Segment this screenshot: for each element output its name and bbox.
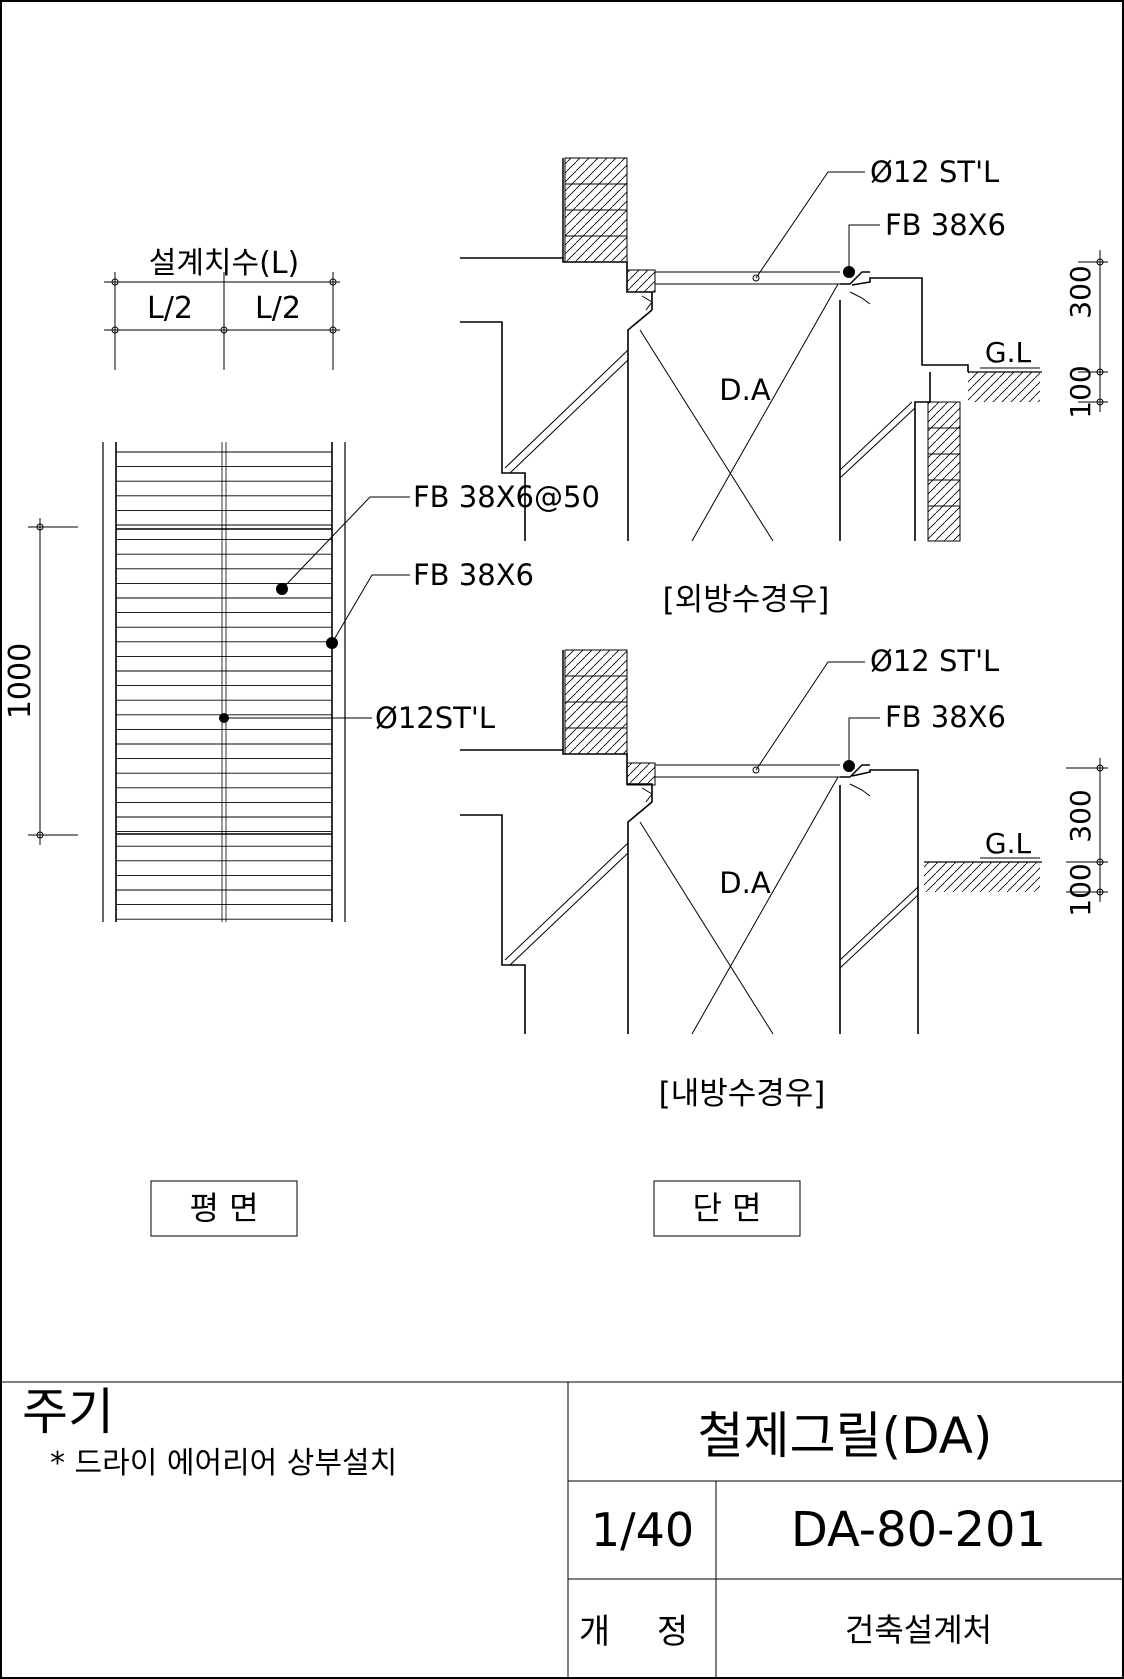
inner-grade-label: G.L [985,827,1032,860]
plan-dimension-title: 설계치수(L) [149,246,300,281]
plan-view: 설계치수(L) L/2 L/2 1000 [3,246,600,1237]
outer-ground-hatch [968,372,1040,402]
plan-frame-callout-dot [326,637,338,649]
outer-frame-callout-dot [843,266,855,278]
plan-half-right-dim: L/2 [255,291,301,326]
inner-dim-300: 300 [1064,789,1097,842]
notes-title: 주기 [22,1383,114,1441]
plan-callout-leaders [224,496,410,719]
title-block-lines [1,1381,1123,1678]
plan-view-label-box [150,1180,298,1237]
section-view-label-box [653,1180,801,1237]
outer-dim-300: 300 [1064,265,1097,318]
notes-item: * 드라이 에어리어 상부설치 [50,1446,398,1481]
outer-da-lines [639,283,839,542]
outer-grade-label: G.L [985,336,1032,369]
outer-dim-100: 100 [1064,365,1097,418]
plan-grating-frame [102,442,346,922]
outer-case-label: [외방수경우] [663,582,830,618]
inner-right-dimension [1066,758,1108,902]
drawing-scale: 1/40 [590,1503,695,1557]
revision-label: 개 정 [578,1611,707,1652]
section-view-label: 단 면 [692,1189,761,1227]
plan-grating-bars [116,451,332,920]
inner-grating [626,762,871,803]
inner-dim-100: 100 [1064,863,1097,916]
inner-case-label: [내방수경우] [659,1076,826,1112]
plan-height-dim: 1000 [3,643,38,719]
inner-callout-leaders [755,661,880,771]
plan-frame-callout-label: FB 38X6 [413,558,534,592]
outer-callout-leaders [755,171,880,279]
outer-lower-brick-wall [927,401,961,542]
outer-right-dimension [1078,250,1108,412]
plan-bars-callout-label: FB 38X6@50 [413,480,600,514]
outer-rod-callout-label: Ø12 ST'L [870,155,999,189]
plan-rod-callout-dot [219,713,229,723]
outer-da-label: D.A [719,373,771,407]
inner-wall-outline [460,749,919,1034]
outer-grating [626,269,871,311]
outer-frame-callout-label: FB 38X6 [885,208,1006,242]
drawing-title: 철제그릴(DA) [697,1407,993,1465]
plan-bars-callout-dot [276,583,288,595]
plan-rod-callout-label: Ø12ST'L [375,701,495,735]
inner-wall-braces [504,842,919,969]
inner-da-label: D.A [719,866,771,900]
section-outer-waterproofing: D.A Ø12 ST'L FB 38X6 G.L 300 100 [외방수경우] [460,155,1108,618]
inner-frame-callout-label: FB 38X6 [885,700,1006,734]
plan-dimension-lines [104,272,340,370]
plan-half-left-dim: L/2 [147,291,193,326]
inner-da-lines [639,776,839,1035]
inner-rod-callout-label: Ø12 ST'L [870,644,999,678]
outer-wall-braces [504,349,916,479]
section-inner-waterproofing: D.A Ø12 ST'L FB 38X6 G.L 300 100 [내방수경우] [460,644,1108,1112]
inner-ground-hatch [924,862,1040,892]
plan-grating-cross-members [116,528,332,835]
inner-frame-callout-dot [843,760,855,772]
issuer-name: 건축설계처 [844,1611,993,1649]
plan-height-dimension [28,518,78,845]
drawing-number: DA-80-201 [790,1502,1047,1558]
plan-view-label: 평 면 [189,1189,258,1227]
